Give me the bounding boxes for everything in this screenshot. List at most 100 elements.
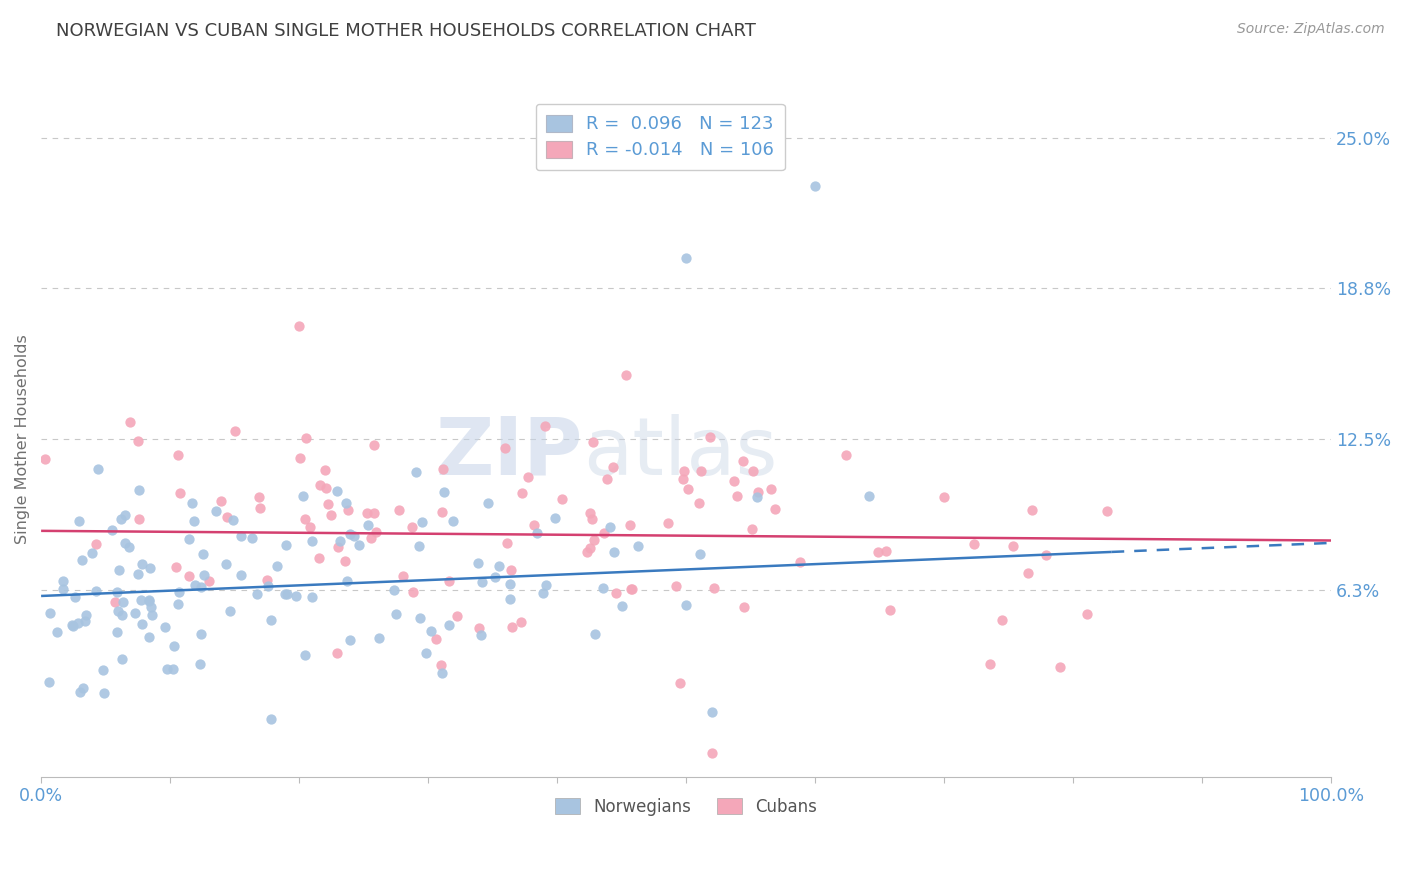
Point — [544, 511, 567, 525]
Point — [432, 665, 454, 680]
Point — [363, 438, 385, 452]
Point — [163, 640, 186, 654]
Point — [477, 496, 499, 510]
Point — [276, 586, 298, 600]
Point — [139, 600, 162, 615]
Point — [129, 593, 152, 607]
Point — [723, 474, 745, 488]
Point — [111, 651, 134, 665]
Point — [593, 526, 616, 541]
Point — [419, 624, 441, 638]
Point — [183, 514, 205, 528]
Point — [231, 568, 253, 582]
Point — [990, 613, 1012, 627]
Point — [425, 632, 447, 646]
Point — [156, 663, 179, 677]
Point — [368, 631, 391, 645]
Point — [309, 478, 332, 492]
Point — [401, 520, 423, 534]
Point — [342, 529, 364, 543]
Point — [763, 502, 786, 516]
Point — [104, 595, 127, 609]
Point — [689, 464, 711, 478]
Text: NORWEGIAN VS CUBAN SINGLE MOTHER HOUSEHOLDS CORRELATION CHART: NORWEGIAN VS CUBAN SINGLE MOTHER HOUSEHO… — [56, 22, 756, 40]
Point — [101, 523, 124, 537]
Point — [256, 573, 278, 587]
Point — [602, 460, 624, 475]
Point — [127, 566, 149, 581]
Point — [364, 525, 387, 540]
Point — [215, 557, 238, 571]
Point — [745, 490, 768, 504]
Point — [114, 536, 136, 550]
Point — [582, 435, 605, 450]
Point — [759, 483, 782, 497]
Point — [67, 615, 90, 630]
Point — [315, 481, 337, 495]
Point — [484, 569, 506, 583]
Point — [308, 551, 330, 566]
Point — [333, 554, 356, 568]
Point — [111, 594, 134, 608]
Point — [516, 470, 538, 484]
Point — [294, 431, 316, 445]
Point — [688, 496, 710, 510]
Point — [592, 581, 614, 595]
Point — [789, 555, 811, 569]
Point — [494, 442, 516, 456]
Point — [501, 620, 523, 634]
Point — [52, 574, 75, 588]
Point — [167, 449, 190, 463]
Point — [118, 415, 141, 429]
Point — [523, 517, 546, 532]
Point — [91, 663, 114, 677]
Point — [578, 506, 600, 520]
Point — [387, 503, 409, 517]
Point — [446, 609, 468, 624]
Point — [742, 464, 765, 478]
Point — [169, 486, 191, 500]
Point — [531, 586, 554, 600]
Point — [326, 647, 349, 661]
Point — [510, 615, 533, 629]
Point — [294, 511, 316, 525]
Point — [467, 556, 489, 570]
Point — [110, 512, 132, 526]
Point — [868, 545, 890, 559]
Point — [700, 746, 723, 760]
Point — [673, 464, 696, 478]
Point — [193, 568, 215, 582]
Point — [1049, 659, 1071, 673]
Point — [575, 544, 598, 558]
Point — [349, 538, 371, 552]
Point — [288, 318, 311, 333]
Point — [188, 657, 211, 671]
Point — [166, 598, 188, 612]
Point — [139, 561, 162, 575]
Point — [138, 630, 160, 644]
Point — [581, 511, 603, 525]
Point — [731, 454, 754, 468]
Point — [245, 587, 267, 601]
Point — [603, 545, 626, 559]
Point — [979, 657, 1001, 671]
Point — [496, 536, 519, 550]
Point — [741, 523, 763, 537]
Point — [107, 604, 129, 618]
Point — [67, 514, 90, 528]
Point — [190, 627, 212, 641]
Point — [858, 489, 880, 503]
Point — [725, 490, 748, 504]
Point — [432, 462, 454, 476]
Point — [65, 590, 87, 604]
Point — [105, 585, 128, 599]
Point — [470, 628, 492, 642]
Point — [437, 574, 460, 588]
Point — [534, 419, 557, 434]
Point — [224, 424, 246, 438]
Point — [326, 540, 349, 554]
Point — [747, 484, 769, 499]
Point — [190, 580, 212, 594]
Point — [336, 503, 359, 517]
Point — [699, 430, 721, 444]
